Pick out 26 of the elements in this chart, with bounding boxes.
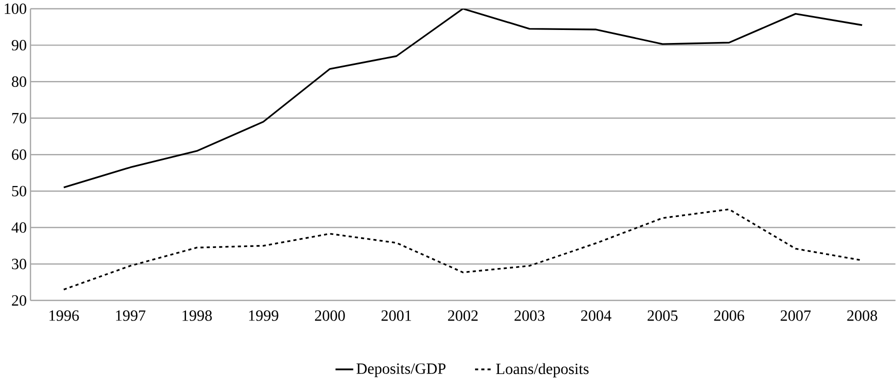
x-tick-label: 1997 bbox=[116, 310, 146, 321]
x-tick-label: 2000 bbox=[314, 310, 345, 322]
y-tick-label: 40 bbox=[12, 222, 26, 233]
y-tick-label: 30 bbox=[12, 258, 26, 270]
y-tick-label: 80 bbox=[12, 76, 26, 88]
x-tick-label: 2006 bbox=[714, 310, 744, 322]
y-tick-label: 70 bbox=[12, 113, 26, 124]
y-tick-label: 60 bbox=[12, 149, 26, 160]
x-tick-label: 1998 bbox=[182, 310, 212, 322]
line-series bbox=[62, 8, 863, 188]
x-tick-label: 2005 bbox=[648, 310, 678, 322]
y-tick-label: 50 bbox=[12, 186, 26, 196]
y-tick-label: 100 bbox=[4, 4, 26, 14]
x-tick-label: 1996 bbox=[50, 310, 79, 321]
x-tick-label: 2002 bbox=[448, 310, 478, 322]
y-tick-label: 20 bbox=[12, 295, 26, 306]
x-tick-label: 2007 bbox=[780, 310, 811, 322]
x-tick-label: 2008 bbox=[847, 310, 878, 322]
line-series bbox=[62, 208, 863, 291]
x-tick-label: 2001 bbox=[382, 310, 412, 322]
x-tick-label: 2004 bbox=[581, 310, 612, 322]
legend-label: Deposits/GDP bbox=[356, 364, 446, 378]
x-tick-label: 1999 bbox=[249, 310, 278, 321]
legend-label: Loans/deposits bbox=[496, 363, 589, 378]
y-tick-label: 90 bbox=[12, 40, 26, 51]
x-tick-label: 2003 bbox=[514, 310, 544, 322]
